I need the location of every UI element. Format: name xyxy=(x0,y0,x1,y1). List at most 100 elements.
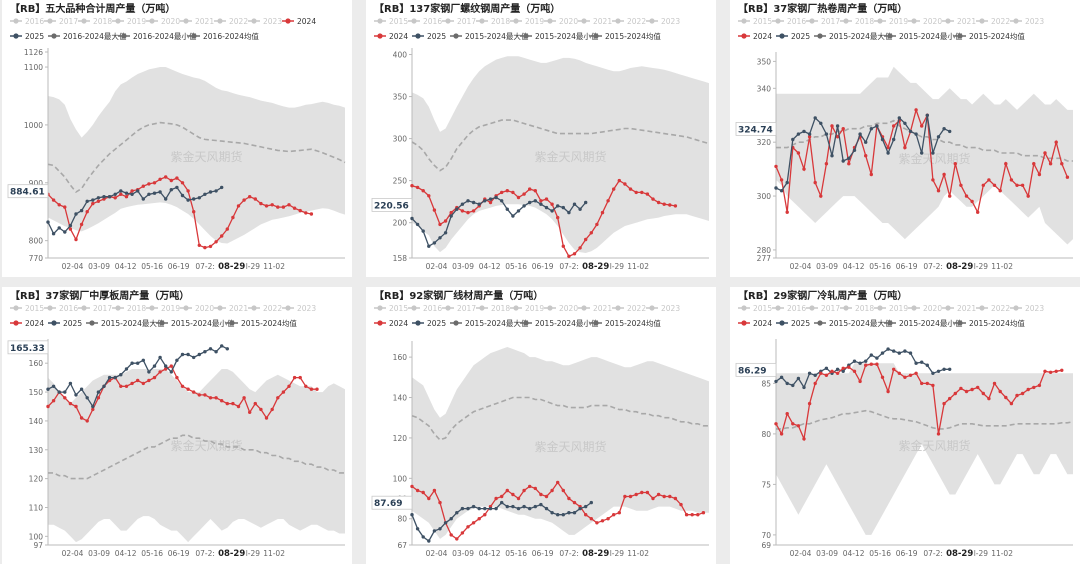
legend-item-2018[interactable]: 2018 xyxy=(476,304,510,313)
data-point xyxy=(505,189,509,193)
legend-item-2015[interactable]: 2015 xyxy=(738,17,772,26)
legend-item-2024[interactable]: 2024 xyxy=(738,32,772,41)
legend-item-2021[interactable]: 2021 xyxy=(578,17,612,26)
legend-item-2021[interactable]: 2021 xyxy=(942,17,976,26)
legend-item-2020[interactable]: 2020 xyxy=(908,304,942,313)
legend-item-2019[interactable]: 2019 xyxy=(510,304,544,313)
legend-item-2015-2024均值[interactable]: 2015-2024均值 xyxy=(954,31,1025,41)
data-point xyxy=(819,121,823,126)
legend-item-2021[interactable]: 2021 xyxy=(214,304,248,313)
legend-item-2022[interactable]: 2022 xyxy=(976,304,1010,313)
data-point xyxy=(645,192,650,196)
legend-item-2021[interactable]: 2021 xyxy=(942,304,976,313)
legend-item-2015-2024最大值[interactable]: 2015-2024最大值 xyxy=(450,31,529,41)
data-point xyxy=(264,416,269,420)
legend-item-2017[interactable]: 2017 xyxy=(806,304,840,313)
legend-item-2024[interactable]: 2024 xyxy=(374,319,408,328)
data-point xyxy=(830,154,834,158)
legend-item-2020[interactable]: 2020 xyxy=(180,304,214,313)
legend-item-2015-2024最小值[interactable]: 2015-2024最小值 xyxy=(520,31,599,41)
legend-label: 2015-2024最小值 xyxy=(171,318,235,328)
legend-item-2020[interactable]: 2020 xyxy=(544,17,578,26)
legend-item-2023[interactable]: 2023 xyxy=(646,304,680,313)
legend-marker-dot xyxy=(183,305,189,311)
legend-item-2023[interactable]: 2023 xyxy=(1010,17,1044,26)
legend-item-2018[interactable]: 2018 xyxy=(112,304,146,313)
legend-item-2025[interactable]: 2025 xyxy=(776,319,810,328)
x-tick-label: 03-09 xyxy=(816,262,838,271)
legend-item-2024[interactable]: 2024 xyxy=(10,319,44,328)
legend-item-2022[interactable]: 2022 xyxy=(976,17,1010,26)
legend-item-2022[interactable]: 2022 xyxy=(214,17,248,26)
legend-item-2015-2024最小值[interactable]: 2015-2024最小值 xyxy=(156,318,235,328)
legend-item-2025[interactable]: 2025 xyxy=(48,319,82,328)
legend-item-2020[interactable]: 2020 xyxy=(908,17,942,26)
legend-marker-dot xyxy=(775,305,781,311)
legend-item-2016[interactable]: 2016 xyxy=(408,17,442,26)
legend-item-2019[interactable]: 2019 xyxy=(874,304,908,313)
legend-item-2015-2024均值[interactable]: 2015-2024均值 xyxy=(590,318,661,328)
legend-item-2015-2024最大值[interactable]: 2015-2024最大值 xyxy=(814,318,893,328)
legend-item-2016[interactable]: 2016 xyxy=(10,17,44,26)
legend-item-2015[interactable]: 2015 xyxy=(738,304,772,313)
legend-item-2017[interactable]: 2017 xyxy=(806,17,840,26)
legend-item-2015-2024最大值[interactable]: 2015-2024最大值 xyxy=(86,318,165,328)
legend-item-2015-2024最大值[interactable]: 2015-2024最大值 xyxy=(450,318,529,328)
legend-item-2025[interactable]: 2025 xyxy=(10,32,44,41)
legend-item-2015-2024均值[interactable]: 2015-2024均值 xyxy=(226,318,297,328)
legend-item-2023[interactable]: 2023 xyxy=(248,17,282,26)
legend-marker-dot xyxy=(741,305,747,311)
data-point xyxy=(880,375,885,379)
legend-item-2015-2024最小值[interactable]: 2015-2024最小值 xyxy=(884,318,963,328)
legend-item-2016-2024最大值[interactable]: 2016-2024最大值 xyxy=(48,31,127,41)
legend-item-2016[interactable]: 2016 xyxy=(772,17,806,26)
legend-item-2017[interactable]: 2017 xyxy=(44,17,78,26)
legend-item-2019[interactable]: 2019 xyxy=(874,17,908,26)
legend-item-2017[interactable]: 2017 xyxy=(442,17,476,26)
legend-item-2019[interactable]: 2019 xyxy=(146,304,180,313)
data-point xyxy=(774,379,778,384)
legend-item-2018[interactable]: 2018 xyxy=(78,17,112,26)
legend-item-2025[interactable]: 2025 xyxy=(412,32,446,41)
legend-item-2015-2024最大值[interactable]: 2015-2024最大值 xyxy=(814,31,893,41)
legend-item-2018[interactable]: 2018 xyxy=(840,304,874,313)
legend-item-2020[interactable]: 2020 xyxy=(146,17,180,26)
legend-item-2021[interactable]: 2021 xyxy=(180,17,214,26)
legend-item-2015[interactable]: 2015 xyxy=(10,304,44,313)
legend-item-2015-2024均值[interactable]: 2015-2024均值 xyxy=(954,318,1025,328)
legend-item-2015-2024均值[interactable]: 2015-2024均值 xyxy=(590,31,661,41)
data-point xyxy=(858,361,862,365)
x-tick-label: 05-16 xyxy=(869,262,891,271)
legend-item-2023[interactable]: 2023 xyxy=(646,17,680,26)
legend-item-2022[interactable]: 2022 xyxy=(612,304,646,313)
legend-item-2016[interactable]: 2016 xyxy=(44,304,78,313)
legend-item-2015[interactable]: 2015 xyxy=(374,17,408,26)
legend-item-2015[interactable]: 2015 xyxy=(374,304,408,313)
legend-item-2016-2024最小值[interactable]: 2016-2024最小值 xyxy=(118,31,197,41)
legend-item-2021[interactable]: 2021 xyxy=(578,304,612,313)
legend-item-2022[interactable]: 2022 xyxy=(612,17,646,26)
legend-item-2016[interactable]: 2016 xyxy=(408,304,442,313)
legend-item-2016-2024均值[interactable]: 2016-2024均值 xyxy=(188,31,259,41)
legend-item-2016[interactable]: 2016 xyxy=(772,304,806,313)
data-point xyxy=(539,199,543,203)
legend-marker-dot xyxy=(649,18,655,24)
legend-item-2018[interactable]: 2018 xyxy=(476,17,510,26)
legend-item-2015-2024最小值[interactable]: 2015-2024最小值 xyxy=(520,318,599,328)
data-point xyxy=(102,195,106,199)
legend-item-2024[interactable]: 2024 xyxy=(374,32,408,41)
legend-item-2017[interactable]: 2017 xyxy=(78,304,112,313)
legend-item-2024[interactable]: 2024 xyxy=(738,319,772,328)
legend-item-2023[interactable]: 2023 xyxy=(282,304,316,313)
legend-item-2018[interactable]: 2018 xyxy=(840,17,874,26)
legend-item-2017[interactable]: 2017 xyxy=(442,304,476,313)
legend-item-2019[interactable]: 2019 xyxy=(112,17,146,26)
legend-item-2015-2024最小值[interactable]: 2015-2024最小值 xyxy=(884,31,963,41)
legend-item-2024[interactable]: 2024 xyxy=(282,17,316,26)
legend-item-2025[interactable]: 2025 xyxy=(412,319,446,328)
legend-item-2020[interactable]: 2020 xyxy=(544,304,578,313)
legend-item-2022[interactable]: 2022 xyxy=(248,304,282,313)
legend-item-2025[interactable]: 2025 xyxy=(776,32,810,41)
legend-item-2019[interactable]: 2019 xyxy=(510,17,544,26)
legend-item-2023[interactable]: 2023 xyxy=(1010,304,1044,313)
